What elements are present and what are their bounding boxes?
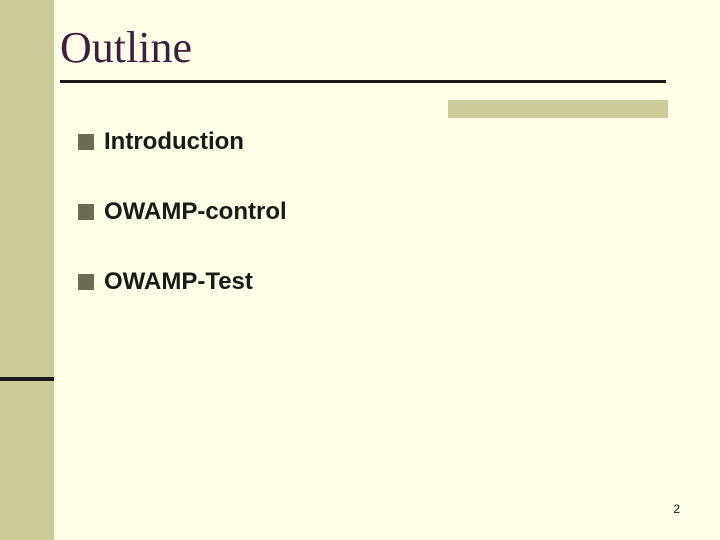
bullet-square-icon xyxy=(78,134,94,150)
title-underline xyxy=(60,80,666,83)
bullet-square-icon xyxy=(78,274,94,290)
bullet-list: Introduction OWAMP-control OWAMP-Test xyxy=(78,128,638,338)
accent-bar xyxy=(448,100,668,118)
bullet-label: OWAMP-Test xyxy=(104,268,253,296)
list-item: OWAMP-control xyxy=(78,198,638,226)
bullet-square-icon xyxy=(78,204,94,220)
sidebar-accent xyxy=(0,0,54,540)
bullet-label: OWAMP-control xyxy=(104,198,287,226)
list-item: OWAMP-Test xyxy=(78,268,638,296)
page-number: 2 xyxy=(673,502,680,516)
slide-title: Outline xyxy=(60,22,192,73)
list-item: Introduction xyxy=(78,128,638,156)
sidebar-accent-line xyxy=(0,377,54,381)
bullet-label: Introduction xyxy=(104,128,244,156)
